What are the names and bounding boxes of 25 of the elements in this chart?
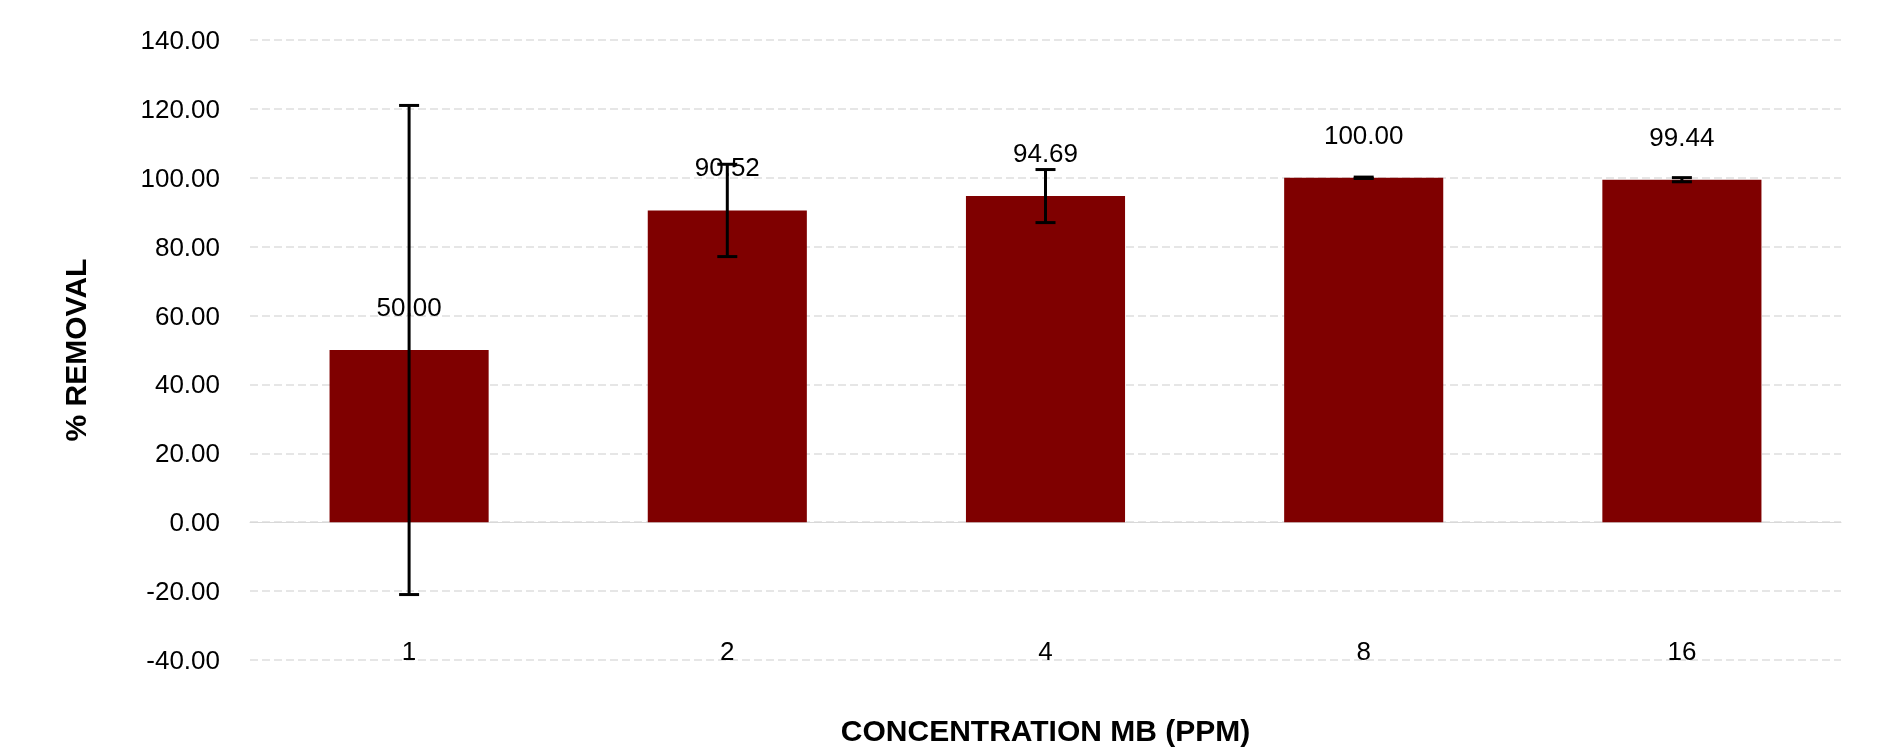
bar — [1602, 179, 1762, 523]
y-tick-label: 140.00 — [140, 25, 220, 55]
x-tick-label: 4 — [1038, 636, 1053, 667]
x-tick-label: 8 — [1356, 636, 1371, 667]
x-tick-label: 2 — [720, 636, 735, 667]
y-axis-title: % REMOVAL — [58, 258, 92, 442]
bar — [1284, 177, 1444, 523]
y-tick-label: 20.00 — [154, 438, 220, 469]
x-axis-title: CONCENTRATION MB (PPM) — [840, 713, 1251, 747]
y-tick-label: 40.00 — [154, 369, 220, 400]
y-tick-label: 100.00 — [140, 162, 220, 193]
data-label: 100.00 — [1323, 119, 1404, 150]
x-tick-label: 16 — [1667, 636, 1697, 667]
y-tick-label: 0.00 — [169, 507, 220, 538]
data-label: 99.44 — [1649, 121, 1715, 152]
y-tick-label: 60.00 — [154, 300, 220, 331]
y-tick-label: -40.00 — [146, 645, 220, 675]
x-tick-label: 1 — [401, 636, 417, 667]
bar — [647, 210, 807, 523]
bar — [965, 196, 1126, 523]
y-tick-label: -20.00 — [146, 576, 220, 607]
bar — [329, 350, 489, 523]
y-tick-label: 80.00 — [154, 231, 220, 262]
y-tick-label: 120.00 — [140, 93, 220, 124]
data-label: 94.69 — [1012, 138, 1079, 169]
